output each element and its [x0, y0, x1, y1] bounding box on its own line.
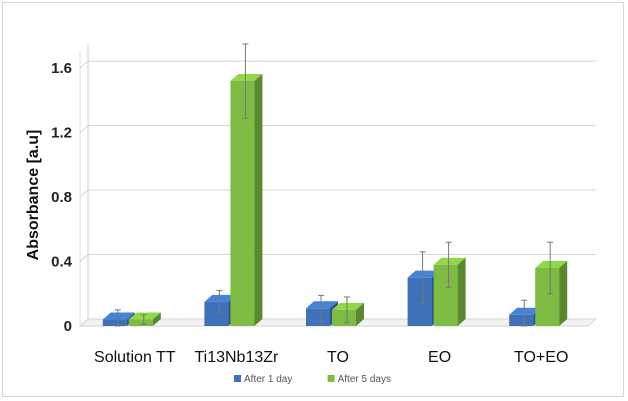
bar-side: [356, 302, 364, 326]
gridline: [79, 254, 596, 262]
bar-front: [535, 267, 560, 326]
bar-top: [535, 260, 568, 268]
legend-swatch: [234, 375, 241, 382]
x-category-label: Ti13Nb13Zr: [194, 349, 279, 366]
y-axis-label: Absorbance [a.u]: [25, 130, 42, 261]
y-tick-label: 0: [64, 318, 72, 335]
y-tick-label: 1.2: [51, 125, 72, 142]
bar-side: [457, 257, 466, 326]
x-category-label: EO: [428, 349, 451, 366]
x-category-label: Solution TT: [94, 349, 176, 366]
bar-top: [204, 294, 237, 302]
bar-top: [128, 312, 161, 320]
bar-side: [254, 74, 263, 326]
x-category-label: TO+EO: [514, 349, 568, 366]
bar-top: [433, 257, 466, 265]
y-tick-label: 0.4: [51, 254, 73, 271]
legend: After 1 day After 5 days: [234, 374, 391, 385]
bar-layer: [102, 43, 568, 327]
bar-top: [230, 74, 263, 82]
bar: [535, 241, 568, 326]
bar-front: [332, 309, 356, 326]
bar-side: [152, 312, 161, 326]
bar: [332, 296, 364, 326]
y-tick-label: 1.6: [51, 60, 72, 77]
bar-top: [332, 302, 364, 310]
bar-top: [509, 307, 542, 315]
gridline: [79, 125, 596, 133]
bar-front: [509, 314, 534, 326]
bar: [433, 241, 466, 326]
bar-front: [204, 301, 229, 326]
bar-top: [306, 301, 338, 309]
bar-top: [407, 270, 440, 278]
bar-front: [102, 319, 127, 326]
bar-front: [230, 81, 255, 326]
grid-layer: [78, 45, 598, 327]
gridline: [79, 60, 596, 69]
bar-top: [102, 312, 135, 320]
bar-front: [433, 264, 458, 326]
axis-layer: Absorbance [a.u] 0 0.4 0.8 1.2 1.6 Solution T…: [25, 60, 568, 366]
bar: [128, 312, 161, 326]
bar-side: [559, 260, 568, 326]
bar: [230, 43, 263, 326]
bar-front: [407, 277, 432, 326]
bar-front: [306, 308, 330, 326]
legend-label: After 5 days: [338, 374, 391, 385]
bar-front: [128, 319, 153, 326]
x-category-label: TO: [327, 349, 349, 366]
legend-swatch: [327, 375, 335, 382]
chart-frame: [2, 2, 624, 397]
y-tick-label: 0.8: [51, 189, 72, 206]
gridline: [79, 189, 596, 198]
legend-label: After 1 day: [244, 374, 292, 385]
